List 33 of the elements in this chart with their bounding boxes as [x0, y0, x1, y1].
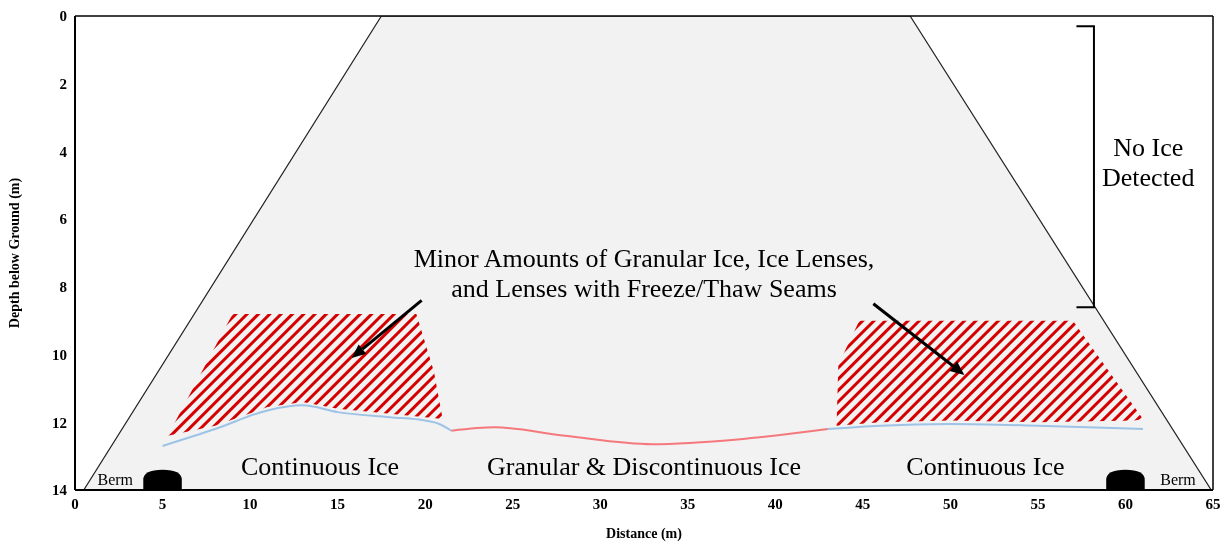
- y-tick-label: 4: [59, 143, 68, 160]
- x-tick-label: 5: [158, 495, 167, 512]
- x-tick-label: 60: [1117, 495, 1133, 512]
- annotation: No Ice Detected: [1102, 132, 1195, 192]
- annotation: Continuous Ice: [906, 452, 1065, 482]
- x-axis-title: Distance (m): [606, 526, 683, 542]
- x-tick-label: 10: [242, 495, 258, 512]
- y-axis-title: Depth below Ground (m): [6, 177, 23, 329]
- x-tick-label: 30: [592, 495, 608, 512]
- x-tick-label: 50: [942, 495, 958, 512]
- x-tick-label: 20: [417, 495, 433, 512]
- line-series: [161, 404, 453, 447]
- annotation: Berm: [97, 471, 134, 489]
- y-tick-label: 0: [59, 8, 67, 25]
- annotation: Minor Amounts of Granular Ice, Ice Lenses, and Lenses with Freeze/Thaw Seams: [413, 244, 875, 304]
- annotation: Berm: [1160, 471, 1197, 489]
- y-tick-label: 12: [52, 414, 67, 431]
- y-tick-label: 10: [52, 346, 67, 363]
- y-tick-label: 6: [59, 211, 68, 228]
- x-tick-label: 45: [855, 495, 871, 512]
- y-tick-label: 14: [52, 482, 68, 499]
- x-tick-label: 40: [767, 495, 783, 512]
- x-tick-label: 65: [1205, 495, 1221, 512]
- x-tick-label: 35: [680, 495, 696, 512]
- y-tick-label: 8: [59, 279, 67, 296]
- x-tick-label: 0: [71, 495, 79, 512]
- x-tick-label: 25: [505, 495, 521, 512]
- annotation: Granular & Discontinuous Ice: [486, 452, 802, 482]
- line-series: [450, 426, 829, 446]
- annotation: Continuous Ice: [241, 452, 400, 482]
- x-tick-label: 55: [1030, 495, 1046, 512]
- x-tick-label: 15: [330, 495, 346, 512]
- y-tick-label: 2: [59, 76, 67, 93]
